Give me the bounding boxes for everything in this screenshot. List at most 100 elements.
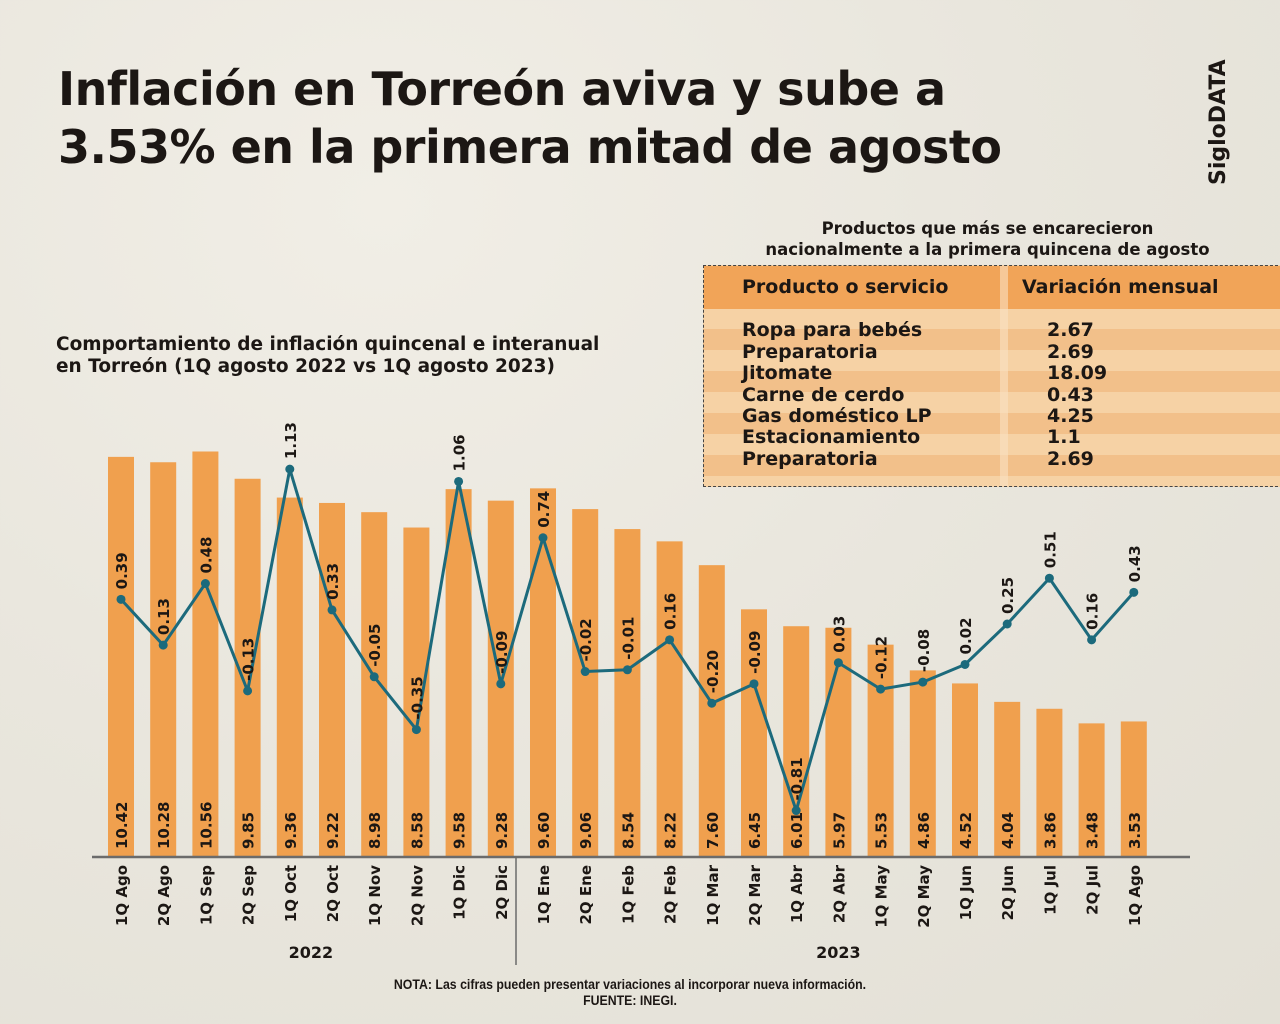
line-point: [960, 659, 970, 669]
line-point: [243, 686, 253, 696]
bar: [192, 451, 219, 857]
line-value-label: -0.20: [704, 650, 722, 693]
x-tick-label: 2Q Oct: [324, 865, 342, 922]
x-tick-label: 1Q Sep: [197, 865, 215, 925]
line-point: [285, 464, 295, 474]
bar-value-label: 4.52: [957, 812, 975, 849]
products-table: Producto o servicio Variación mensual Ro…: [703, 265, 1280, 487]
line-value-label: -0.35: [408, 676, 426, 719]
x-tick-label: 1Q Abr: [788, 864, 806, 923]
bar: [530, 488, 556, 857]
line-point: [1087, 635, 1097, 645]
line-point: [327, 605, 337, 615]
x-tick-label: 2Q Feb: [662, 865, 680, 924]
line-value-label: 1.13: [282, 422, 300, 459]
bar-value-label: 10.56: [197, 802, 215, 849]
line-value-label: -0.13: [240, 638, 258, 681]
bar-value-label: 4.86: [915, 812, 933, 849]
line-point: [707, 698, 717, 708]
line-value-label: 0.13: [155, 598, 173, 635]
x-tick-label: 2Q Sep: [240, 865, 258, 925]
x-tick-label: 1Q Dic: [451, 865, 469, 920]
headline-line-2: 3.53% en la primera mitad de agosto: [58, 120, 1002, 174]
bar: [1036, 708, 1063, 857]
line-value-label: -0.05: [366, 624, 384, 667]
bar-value-label: 9.58: [451, 812, 469, 849]
bar: [909, 670, 936, 857]
bar: [319, 502, 345, 857]
product-value: 2.69: [1047, 341, 1094, 363]
line-value-label: 0.25: [999, 577, 1017, 614]
product-name: Carne de cerdo: [742, 384, 905, 406]
x-tick-label: 2Q Nov: [408, 865, 426, 926]
line-value-label: 0.16: [1084, 593, 1102, 630]
product-value: 2.69: [1047, 448, 1094, 470]
line-value-label: 0.33: [324, 563, 342, 600]
chart-subtitle-line-2: en Torreón (1Q agosto 2022 vs 1Q agosto …: [56, 356, 555, 377]
bar: [994, 701, 1021, 857]
header-variation: Variación mensual: [1022, 276, 1219, 298]
x-tick-label: 1Q Jun: [957, 865, 975, 920]
line-point: [580, 667, 590, 677]
line-value-label: -0.02: [577, 618, 595, 661]
bar: [445, 489, 472, 857]
line-value-label: -0.01: [619, 617, 637, 660]
product-value: 0.43: [1047, 384, 1094, 406]
line-point: [116, 594, 126, 604]
chart-subtitle-line-1: Comportamiento de inflación quincenal e …: [56, 334, 600, 355]
table-row: Ropa para bebés 2.67: [704, 320, 1280, 341]
line-value-label: -0.09: [493, 631, 511, 674]
line-point: [918, 677, 928, 687]
x-tick-label: 1Q Mar: [704, 864, 722, 925]
bar: [1120, 721, 1147, 857]
x-tick-label: 1Q Ago: [1126, 865, 1144, 926]
line-point: [1002, 619, 1012, 629]
line-value-label: 0.39: [113, 552, 131, 589]
product-name: Preparatoria: [742, 448, 878, 470]
headline-line-1: Inflación en Torreón aviva y sube a: [58, 62, 946, 116]
line-value-label: 0.74: [535, 491, 553, 528]
table-row: Estacionamiento 1.1: [704, 427, 1280, 448]
line-point: [749, 679, 759, 689]
bar: [1078, 723, 1105, 857]
line-value-label: -0.09: [746, 631, 764, 674]
header-product: Producto o servicio: [742, 276, 949, 298]
bar: [361, 512, 388, 857]
line-value-label: -0.08: [915, 629, 933, 672]
line-point: [496, 679, 506, 689]
bar-value-label: 9.28: [493, 812, 511, 849]
products-table-header: [704, 266, 1280, 309]
line-point: [200, 579, 210, 589]
source-text: FUENTE: INEGI.: [583, 992, 677, 1008]
table-row: Preparatoria 2.69: [704, 449, 1280, 470]
line-point: [411, 725, 421, 735]
products-table-title-line-2: nacionalmente a la primera quincena de a…: [765, 240, 1210, 259]
bar-value-label: 9.85: [240, 812, 258, 849]
bar: [572, 509, 599, 857]
chart-subtitle: Comportamiento de inflación quincenal e …: [56, 334, 696, 378]
bar-value-label: 8.58: [408, 812, 426, 849]
x-tick-label: 2Q Abr: [830, 864, 848, 923]
bar-value-label: 6.45: [746, 812, 764, 849]
line-value-label: 0.51: [1041, 531, 1059, 568]
line-value-label: 0.03: [830, 616, 848, 653]
product-value: 18.09: [1047, 362, 1108, 384]
product-name: Jitomate: [742, 362, 833, 384]
line-point: [833, 658, 843, 668]
footnote: NOTA: Las cifras pueden presentar variac…: [340, 976, 921, 1008]
line-point: [876, 684, 886, 694]
bar-value-label: 9.36: [282, 812, 300, 849]
bar: [783, 626, 810, 857]
bar: [656, 541, 683, 857]
line-value-label: 1.06: [451, 434, 469, 471]
bar-value-label: 8.98: [366, 812, 384, 849]
bar-value-label: 4.04: [999, 812, 1017, 849]
bar-value-label: 10.42: [113, 802, 131, 849]
line-point: [622, 665, 632, 675]
table-row: Gas doméstico LP 4.25: [704, 406, 1280, 427]
x-tick-label: 1Q Jul: [1041, 865, 1059, 915]
line-point: [369, 672, 379, 682]
note-text: NOTA: Las cifras pueden presentar variac…: [393, 976, 867, 992]
bar-value-label: 7.60: [704, 812, 722, 849]
